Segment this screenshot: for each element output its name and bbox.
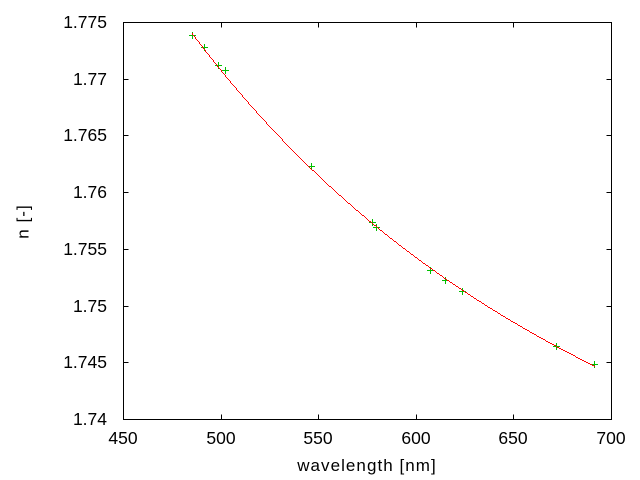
svg-text:450: 450 — [108, 428, 137, 448]
svg-text:1.755: 1.755 — [63, 239, 107, 259]
svg-text:1.745: 1.745 — [63, 352, 107, 372]
svg-text:1.77: 1.77 — [73, 69, 107, 89]
svg-text:700: 700 — [596, 428, 625, 448]
svg-text:1.76: 1.76 — [73, 182, 107, 202]
svg-text:550: 550 — [303, 428, 332, 448]
svg-text:650: 650 — [498, 428, 527, 448]
svg-text:500: 500 — [206, 428, 235, 448]
svg-text:wavelength [nm]: wavelength [nm] — [296, 456, 437, 475]
svg-text:1.74: 1.74 — [73, 409, 107, 429]
svg-text:n [-]: n [-] — [14, 204, 33, 239]
svg-text:600: 600 — [401, 428, 430, 448]
svg-text:1.775: 1.775 — [63, 12, 107, 32]
svg-text:1.75: 1.75 — [73, 296, 107, 316]
svg-text:1.765: 1.765 — [63, 125, 107, 145]
